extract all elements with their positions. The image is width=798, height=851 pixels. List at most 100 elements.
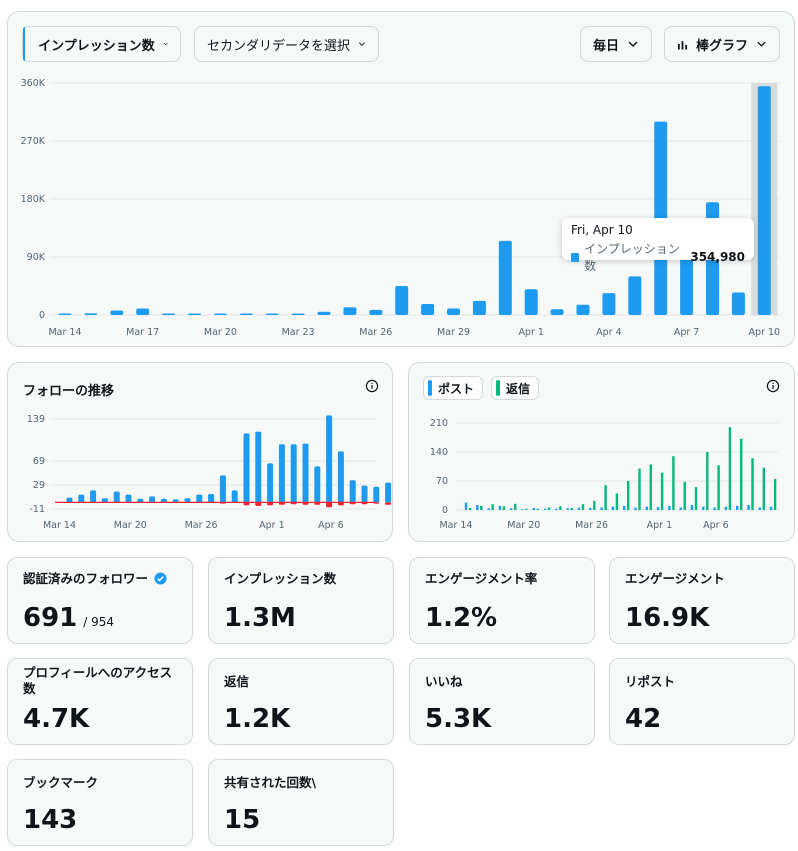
stat-card-replies: 返信 1.2K	[208, 658, 394, 745]
replies-bar	[627, 481, 630, 510]
legend-replies-label: 返信	[506, 381, 531, 396]
info-icon[interactable]	[766, 379, 780, 393]
posts-bar	[600, 507, 603, 510]
posts-bar	[476, 505, 479, 510]
tooltip-date: Fri, Apr 10	[571, 223, 633, 237]
replies-bar	[683, 481, 686, 510]
replies-bar	[536, 508, 539, 510]
follow-bar	[290, 444, 297, 503]
posts-bar	[521, 509, 524, 510]
stat-value: 42	[625, 704, 662, 734]
follow-bar	[90, 490, 97, 503]
metric-dropdown[interactable]: インプレッション数	[22, 26, 181, 62]
follow-bar	[137, 498, 144, 503]
info-icon[interactable]	[365, 379, 379, 393]
follow-bar	[125, 494, 132, 503]
unfollow-bar	[337, 502, 344, 506]
impressions-bar	[136, 308, 150, 315]
follow-bar	[255, 431, 262, 503]
impressions-bar	[395, 286, 409, 315]
y-tick-label: 360K	[21, 78, 46, 89]
stat-value: 1.2K	[224, 704, 291, 734]
follow-bar	[160, 498, 167, 503]
stat-card-shares: 共有された回数\ 15	[208, 759, 394, 846]
replies-bar	[525, 508, 528, 510]
stat-value: 691	[23, 603, 78, 633]
replies-bar	[649, 464, 652, 510]
replies-bar	[514, 503, 517, 510]
impressions-bar	[239, 313, 253, 315]
impressions-bar	[524, 289, 538, 315]
impressions-bar	[731, 292, 745, 315]
impressions-bar	[421, 304, 435, 315]
stat-value: 143	[23, 805, 78, 835]
posts-bar	[736, 505, 739, 510]
follow-bar	[101, 498, 108, 503]
replies-bar	[751, 458, 754, 510]
follow-bar	[373, 486, 380, 503]
posts-bar	[464, 502, 468, 510]
replies-bar	[491, 504, 494, 510]
x-tick-label: Apr 1	[647, 520, 673, 531]
verified-badge-icon	[154, 572, 167, 585]
impressions-bar	[498, 240, 512, 315]
follow-bar	[267, 463, 274, 503]
stat-card-bookmarks: ブックマーク 143	[7, 759, 193, 846]
followers-title: フォローの推移	[23, 384, 115, 399]
stat-label: リポスト	[625, 674, 676, 689]
stat-card-likes: いいね 5.3K	[409, 658, 595, 745]
impressions-bar	[628, 276, 642, 315]
chevron-down-icon	[163, 42, 168, 46]
chevron-down-icon	[359, 42, 365, 46]
follow-bar	[361, 485, 368, 503]
posts-bar	[555, 508, 558, 510]
follow-bar	[314, 466, 321, 503]
x-tick-label: Mar 23	[282, 327, 315, 338]
chart-type-dropdown[interactable]: 棒グラフ	[664, 26, 780, 62]
impressions-bar	[369, 309, 383, 315]
y-tick-label: 29	[33, 480, 45, 491]
period-dropdown[interactable]: 毎日	[580, 26, 652, 62]
legend-posts[interactable]: ポスト	[423, 376, 484, 400]
impressions-bar	[680, 258, 694, 315]
stat-value: 5.3K	[425, 704, 492, 734]
posts-chart: 210 140 70 0 Mar 14 Mar 20 Mar 26 Apr 1 Apr 6	[430, 418, 778, 531]
x-tick-label: Mar 26	[185, 520, 218, 531]
impressions-bar	[550, 309, 564, 315]
chart-tooltip: Fri, Apr 10 インプレッション数 354,980	[562, 218, 754, 273]
stat-label: いいね	[425, 674, 463, 689]
replies-bar	[638, 468, 641, 510]
impressions-bar	[213, 313, 227, 315]
x-tick-label: Mar 20	[204, 327, 237, 338]
stat-value: 15	[224, 805, 261, 835]
x-tick-label: Mar 20	[507, 520, 540, 531]
posts-bar	[645, 506, 648, 510]
legend-replies[interactable]: 返信	[491, 376, 540, 400]
posts-bar	[656, 507, 660, 510]
tooltip-value: 354,980	[690, 250, 745, 264]
stat-sub-value: / 954	[83, 615, 115, 629]
stat-card-engagement-rate: エンゲージメント率 1.2%	[409, 557, 595, 644]
follow-bar	[385, 482, 392, 503]
replies-bar	[706, 452, 709, 510]
x-tick-label: Apr 4	[596, 327, 622, 338]
secondary-data-dropdown[interactable]: セカンダリデータを選択	[194, 26, 379, 62]
y-tick-label: 139	[27, 414, 45, 425]
replies-bar	[728, 427, 732, 510]
replies-bar	[581, 504, 585, 510]
stat-label: 共有された回数\	[224, 775, 317, 790]
x-tick-label: Mar 26	[359, 327, 392, 338]
posts-bar	[747, 505, 750, 510]
posts-bar	[690, 505, 694, 510]
x-tick-label: Mar 14	[439, 520, 472, 531]
replies-bar	[672, 456, 675, 510]
unfollow-bar	[243, 502, 250, 506]
x-tick-label: Apr 6	[703, 520, 729, 531]
replies-bar	[660, 472, 664, 510]
posts-bar	[510, 508, 513, 510]
posts-bar	[543, 508, 547, 510]
period-label: 毎日	[593, 38, 620, 54]
follow-bar	[326, 415, 333, 503]
posts-bar	[487, 508, 490, 510]
